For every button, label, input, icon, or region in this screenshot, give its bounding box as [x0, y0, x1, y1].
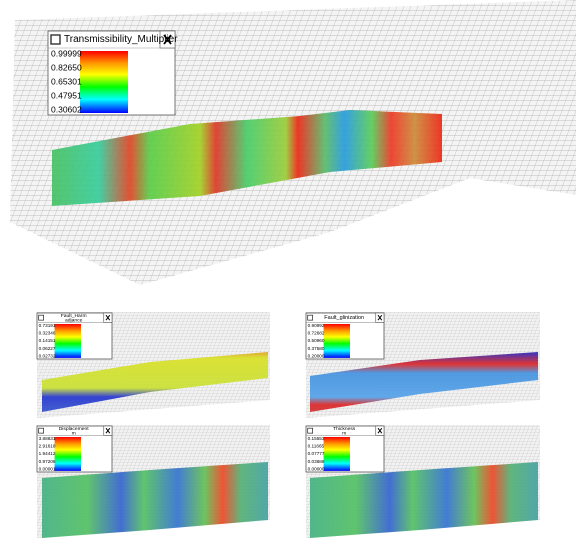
legend-label: 0.65301 — [51, 76, 82, 86]
legend-unit: m — [72, 431, 76, 436]
fault-plane — [310, 462, 538, 538]
legend-label: 0.37580 — [308, 346, 325, 351]
legend-label: 3.88831 — [39, 436, 56, 441]
legend-label: 0.07777 — [308, 451, 325, 456]
close-icon[interactable] — [377, 314, 383, 321]
legend-icon — [38, 427, 44, 434]
legend-label: 0.06227 — [39, 346, 56, 351]
legend-label: 0.15553 — [308, 436, 325, 441]
color-bar — [323, 437, 350, 471]
legend-icon — [307, 314, 313, 321]
color-bar — [54, 437, 81, 471]
legend-label: 0.11665 — [308, 444, 325, 449]
legend-title: Transmissibility_Multiplier — [64, 34, 178, 45]
legend-label: 0.82650 — [51, 62, 82, 72]
fault-plane — [42, 462, 268, 538]
legend-icon — [50, 34, 61, 45]
legend-label: 0.90992 — [308, 323, 325, 328]
legend-label: 0.20000 — [308, 353, 325, 358]
legend-label: 0.73191 — [39, 323, 56, 328]
legend-label: 2.91618 — [39, 444, 56, 449]
legend-label: 0.50960 — [308, 338, 325, 343]
legend-icon — [307, 427, 313, 434]
legend-icon — [38, 314, 44, 321]
legend-label: 0.00001 — [39, 466, 56, 471]
close-icon[interactable] — [105, 427, 111, 434]
legend-label: 0.30602 — [51, 104, 82, 114]
legend-unit: adjance — [65, 317, 83, 323]
legend-label: 0.99999 — [51, 48, 82, 58]
legend-label: 1.94412 — [39, 451, 56, 456]
legend-label: 0.72682 — [308, 331, 325, 336]
color-bar — [80, 51, 128, 113]
legend-title: Thickness — [333, 426, 356, 432]
legend-label: 0.47951 — [51, 90, 82, 100]
legend-label: 0.00000 — [308, 466, 325, 471]
legend-label: 0.02732 — [39, 353, 56, 358]
close-icon[interactable] — [163, 34, 172, 45]
legend-unit: m — [342, 431, 346, 436]
fault-plane — [310, 352, 538, 412]
legend: Fault_glinization 0.90992 0.72682 0.50960 0.… — [305, 312, 385, 360]
legend-title: Displacement — [59, 426, 90, 432]
color-bar — [323, 324, 350, 358]
close-icon[interactable] — [105, 314, 111, 321]
fault-plane — [52, 110, 442, 206]
legend-title: Fault_Harm — [61, 313, 87, 319]
legend-title: Fault_glinization — [324, 315, 364, 321]
legend: Transmissibility_Multiplier 0.99999 0.8265… — [47, 30, 178, 116]
legend-label: 0.03888 — [308, 459, 325, 464]
legend-label: 0.14151 — [39, 338, 56, 343]
fault-plane — [42, 352, 268, 412]
legend-label: 0.97206 — [39, 459, 56, 464]
color-bar — [54, 324, 81, 358]
close-icon[interactable] — [377, 427, 383, 434]
legend-label: 0.32346 — [39, 331, 56, 336]
